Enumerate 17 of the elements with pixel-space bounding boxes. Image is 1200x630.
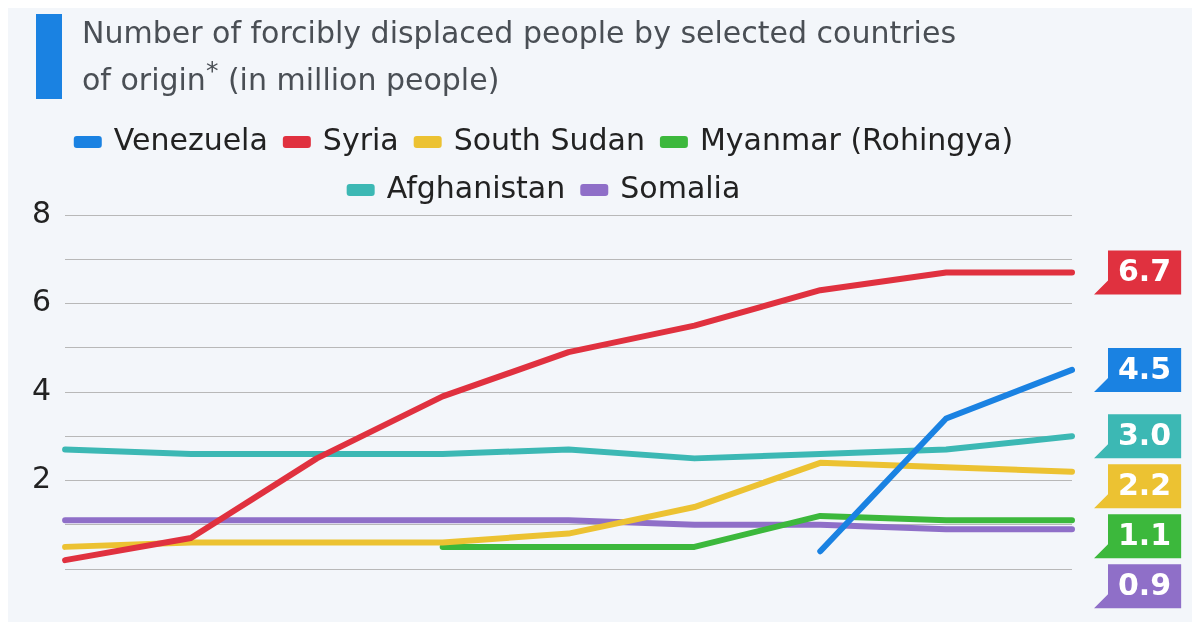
y-tick-label: 2: [31, 460, 52, 496]
legend-label: South Sudan: [453, 121, 645, 157]
data-label: 4.5: [1117, 350, 1172, 386]
data-label: 6.7: [1117, 253, 1172, 289]
data-label: 1.1: [1117, 517, 1172, 553]
legend-label: Myanmar (Rohingya): [699, 121, 1014, 157]
data-label: 3.0: [1117, 417, 1172, 453]
y-tick-label: 4: [31, 371, 52, 407]
y-tick-label: 6: [31, 283, 52, 319]
data-label: 0.9: [1117, 567, 1172, 603]
legend-label: Venezuela: [113, 121, 268, 157]
legend-label: Afghanistan: [386, 169, 566, 205]
legend-label: Syria: [322, 121, 399, 157]
legend-label: Somalia: [620, 169, 741, 205]
chart-title: Number of forcibly displaced people by selected countries of origin$^{*}$ (in million people): [82, 14, 957, 99]
data-label: 2.2: [1117, 467, 1172, 503]
y-tick-label: 8: [31, 194, 52, 230]
